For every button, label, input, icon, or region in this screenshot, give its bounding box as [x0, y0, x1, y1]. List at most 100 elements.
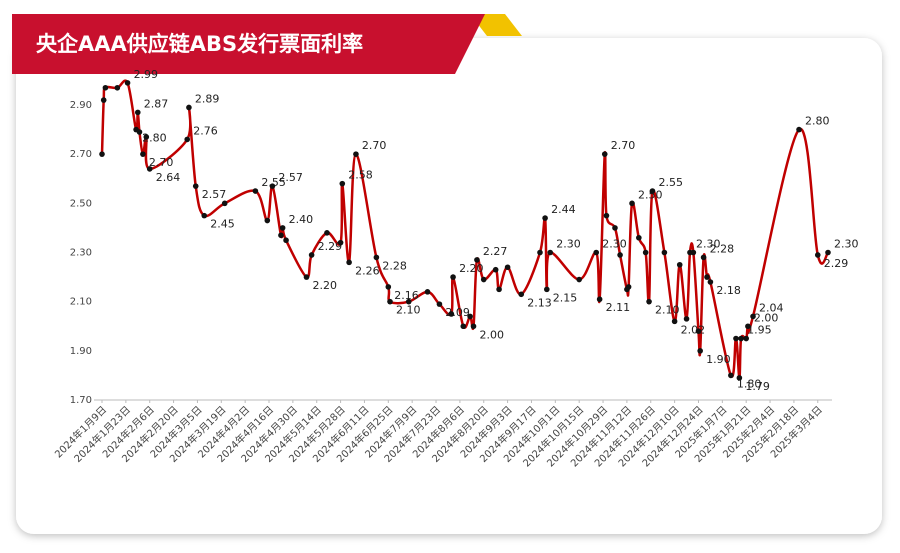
- point: [192, 183, 199, 189]
- data-label: 2.45: [210, 218, 235, 231]
- data-label: 2.20: [459, 262, 484, 275]
- point: [279, 225, 286, 231]
- point: [576, 276, 582, 283]
- point: [100, 97, 107, 103]
- point: [642, 249, 649, 256]
- point: [436, 301, 443, 307]
- point: [186, 104, 192, 111]
- point: [796, 126, 802, 133]
- point: [134, 109, 141, 116]
- banner-accent: [470, 14, 522, 36]
- point: [617, 252, 623, 258]
- point: [303, 274, 310, 280]
- point: [492, 266, 499, 273]
- point: [474, 257, 480, 263]
- data-label: 2.89: [195, 92, 220, 105]
- point: [697, 348, 703, 354]
- point: [661, 249, 668, 256]
- point: [544, 286, 550, 293]
- point: [596, 296, 603, 303]
- data-label: 2.29: [824, 257, 849, 270]
- point: [373, 254, 380, 261]
- point: [252, 188, 259, 194]
- y-tick-label: 2.70: [70, 149, 92, 160]
- data-label: 2.15: [553, 291, 578, 304]
- data-label: 2.28: [382, 259, 407, 272]
- data-label: 2.58: [348, 169, 373, 182]
- point: [146, 166, 153, 172]
- chart-title: 央企AAA供应链ABS发行票面利率: [36, 32, 363, 56]
- point: [636, 234, 642, 241]
- data-label: 2.87: [144, 97, 169, 110]
- data-label: 2.99: [134, 68, 159, 81]
- point: [542, 215, 548, 221]
- point: [308, 252, 315, 258]
- data-label: 2.02: [681, 323, 706, 336]
- data-label: 2.29: [318, 240, 343, 253]
- point: [733, 335, 739, 342]
- data-label: 1.95: [747, 324, 772, 337]
- data-label: 1.90: [706, 353, 731, 366]
- banner: [12, 14, 485, 74]
- point: [695, 328, 702, 334]
- y-tick-label: 2.50: [70, 198, 92, 209]
- point: [278, 232, 284, 239]
- point: [346, 259, 352, 266]
- point: [387, 298, 393, 305]
- point: [136, 129, 143, 135]
- data-label: 2.10: [396, 304, 421, 317]
- point: [649, 188, 656, 194]
- y-tick-label: 2.90: [70, 100, 92, 111]
- point: [814, 252, 821, 258]
- point: [518, 291, 525, 298]
- point: [671, 318, 678, 325]
- point: [385, 284, 392, 290]
- point: [736, 375, 743, 381]
- data-label: 2.30: [834, 238, 859, 251]
- data-label: 2.57: [278, 171, 303, 184]
- point: [480, 276, 487, 283]
- point: [424, 289, 431, 295]
- data-label: 1.79: [745, 380, 770, 393]
- point: [593, 249, 600, 256]
- point: [537, 249, 543, 256]
- point: [324, 230, 330, 236]
- point: [601, 151, 608, 157]
- point: [353, 151, 359, 157]
- point: [676, 261, 683, 268]
- point: [221, 200, 228, 207]
- point: [750, 313, 756, 320]
- point: [405, 298, 412, 305]
- point: [603, 212, 610, 219]
- data-label: 2.70: [362, 139, 387, 152]
- data-label: 2.70: [611, 139, 636, 152]
- data-label: 2.76: [193, 124, 218, 137]
- point: [704, 274, 710, 280]
- y-tick-label: 2.30: [70, 248, 92, 259]
- point: [99, 151, 105, 157]
- point: [337, 239, 344, 246]
- point: [825, 249, 831, 256]
- point: [625, 284, 632, 290]
- point: [283, 237, 289, 244]
- data-label: 2.30: [556, 238, 581, 251]
- data-label: 2.26: [355, 264, 380, 277]
- point: [629, 200, 635, 207]
- data-label: 2.20: [313, 279, 338, 292]
- point: [184, 136, 191, 143]
- data-label: 2.80: [142, 132, 167, 145]
- card: [16, 38, 882, 534]
- point: [745, 323, 751, 330]
- data-label: 2.16: [394, 289, 419, 302]
- point: [143, 134, 150, 140]
- data-label: 2.57: [202, 188, 227, 201]
- data-label: 2.10: [655, 304, 680, 317]
- point: [470, 323, 477, 330]
- point: [547, 249, 554, 256]
- point: [504, 264, 511, 271]
- data-label: 1.80: [737, 377, 762, 390]
- data-label: 2.00: [480, 328, 505, 341]
- point: [448, 311, 455, 317]
- data-label: 2.30: [602, 238, 627, 251]
- y-tick-label: 1.70: [70, 395, 92, 406]
